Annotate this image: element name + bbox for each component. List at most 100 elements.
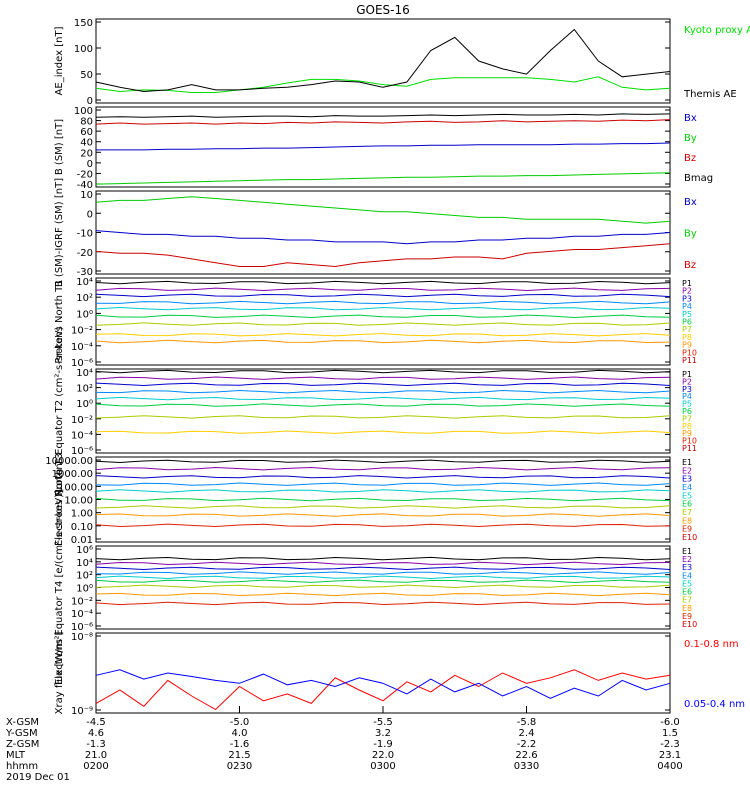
y-tick-label: 100	[74, 106, 93, 117]
footer-value-x_gsm: -6.0	[660, 717, 680, 728]
y-tick-label: 10²	[76, 384, 93, 395]
series-line-p7	[95, 415, 671, 419]
y-tick-label: 10⁻⁶	[71, 358, 93, 369]
series-line-p6	[95, 403, 671, 407]
y-tick-label: 60	[80, 127, 93, 138]
footer-value-x_gsm: -4.5	[86, 717, 106, 728]
y-tick-label: 10⁴	[76, 277, 93, 288]
legend-label: P4	[682, 392, 692, 401]
legend-label: By	[684, 229, 697, 240]
y-axis-label: B (SM)-IGRF (SM) [nT]	[54, 178, 65, 287]
series-line-p9	[95, 339, 671, 344]
footer-value-hhmm: 0300	[370, 761, 395, 772]
panel-frame	[95, 106, 671, 188]
series-line-e2	[95, 466, 671, 471]
legend-label: Bmag	[684, 173, 713, 184]
series-line-themis-ae	[95, 28, 671, 93]
panel-3: 10 0 -10 -20 -30 B (SM)-IGRF (SM) [nT] Bx By Bz	[54, 178, 697, 287]
series-line-p3	[95, 293, 671, 298]
series-line-p6	[95, 314, 671, 319]
y-tick-label: 0	[87, 159, 93, 170]
legend-label: P9	[682, 429, 692, 438]
legend-label: E9	[682, 525, 692, 534]
series-line-e1	[95, 459, 671, 464]
y-tick-label: -10	[77, 229, 93, 240]
series-line-e9	[95, 601, 671, 606]
series-line-0-05-0-4-nm	[95, 669, 671, 699]
legend-label: E9	[682, 612, 692, 621]
legend-label: E7	[682, 508, 692, 517]
series-line-e3	[95, 566, 671, 571]
y-tick-label: 10	[80, 190, 93, 201]
legend-label: 0.05-0.4 nm	[684, 699, 745, 710]
legend-label: Kyoto proxy AE	[684, 25, 750, 36]
legend-label: Themis AE	[683, 89, 737, 100]
legend-label: P9	[682, 341, 692, 350]
legend-label: P10	[682, 437, 697, 446]
legend-label: Bz	[684, 260, 696, 271]
y-axis-label: AE_index [nT]	[54, 26, 65, 95]
y-axis-label: Protons Equator T2 (cm²-s-sr-keV)	[54, 326, 65, 495]
y-tick-label: 10⁰	[76, 584, 93, 595]
series-line-bx	[95, 230, 671, 245]
series-line-e6	[95, 497, 671, 502]
legend-label: E2	[682, 466, 692, 475]
panel-6: 10000.00 1000.00 100.00 10.00 1.00 0.10 0.01 El…	[45, 453, 697, 546]
series-line-p5	[95, 396, 671, 401]
footer-value-z_gsm: -1.3	[86, 739, 106, 750]
plot-title: GOES-16	[356, 3, 410, 17]
series-line-e5	[95, 575, 671, 580]
series-line-by	[95, 172, 671, 185]
legend-label: Bz	[684, 153, 696, 164]
legend-label: P2	[682, 377, 692, 386]
y-tick-label: 20	[80, 148, 93, 159]
footer-value-y_gsm: 4.6	[88, 728, 104, 739]
legend-label: P3	[682, 294, 692, 303]
y-tick-label: 10⁰	[76, 309, 93, 320]
legend-label: P3	[682, 385, 692, 394]
y-tick-label: 80	[80, 117, 93, 128]
series-line-p2	[95, 287, 671, 292]
y-tick-label: 10⁰	[76, 399, 93, 410]
series-line-e7	[95, 584, 671, 589]
y-tick-label: -40	[77, 180, 93, 191]
footer-value-mlt: 23.1	[659, 750, 681, 761]
legend-label: E4	[682, 483, 692, 492]
legend-label: E7	[682, 596, 692, 605]
series-line-p4	[95, 300, 671, 305]
y-tick-label: 10⁴	[76, 368, 93, 379]
y-tick-label: 0	[87, 209, 93, 220]
y-tick-label: 40	[80, 138, 93, 149]
series-line-0-1-0-8-nm	[95, 669, 671, 711]
y-tick-label: 100	[74, 44, 93, 55]
footer-value-z_gsm: -1.6	[230, 739, 250, 750]
footer-value-z_gsm: -2.2	[517, 739, 537, 750]
legend-label: E3	[682, 563, 692, 572]
legend-label: E5	[682, 491, 692, 500]
y-tick-label: 10⁶	[76, 545, 93, 556]
series-line-e3	[95, 475, 671, 479]
series-line-e1	[95, 556, 671, 561]
footer-value-x_gsm: -5.0	[230, 717, 250, 728]
series-line-p8	[95, 430, 671, 434]
panel-frame	[95, 277, 671, 366]
series-line-p8	[95, 333, 671, 337]
series-line-bmag	[95, 113, 671, 118]
panel-frame	[95, 18, 671, 104]
series-line-e4	[95, 482, 671, 486]
y-tick-label: 10²	[76, 293, 93, 304]
footer-row-label: X-GSM	[6, 717, 39, 728]
y-tick-label: 0.10	[71, 522, 93, 533]
y-tick-label: 1000.00	[52, 469, 93, 480]
legend-label: E8	[682, 516, 692, 525]
footer-value-y_gsm: 3.2	[375, 728, 391, 739]
panel-8: 10⁻⁸ 10⁻⁹ Xray flux [W/m²] 0.1-0.8 nm 0.05-0…	[54, 632, 745, 717]
y-tick-label: 10⁻⁹	[71, 706, 93, 717]
legend-label: P5	[682, 310, 692, 319]
y-tick-label: 10⁴	[76, 558, 93, 569]
series-line-p5	[95, 306, 671, 311]
legend-label: P6	[682, 318, 692, 327]
series-line-e6	[95, 579, 671, 584]
series-line-e8	[95, 592, 671, 597]
legend-label: P1	[682, 370, 692, 379]
